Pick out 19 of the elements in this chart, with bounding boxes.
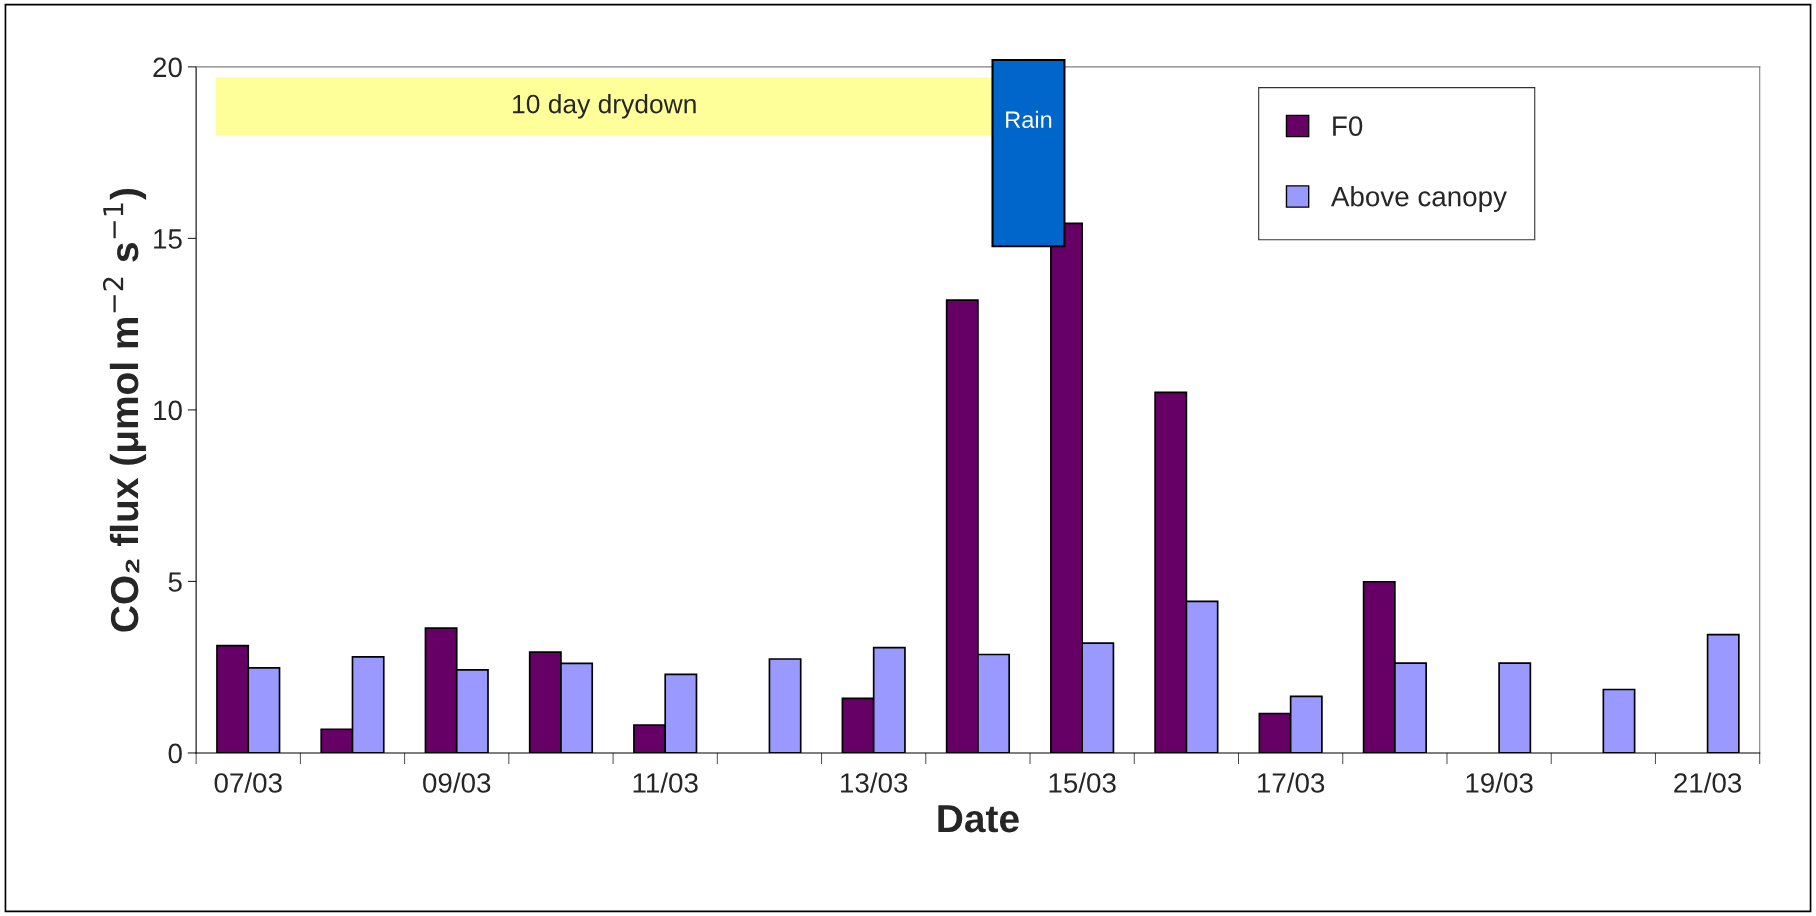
x-tick-label: 11/03 xyxy=(633,772,698,793)
x-tick-label: 09/03 xyxy=(423,772,491,793)
x-tick-label: 17/03 xyxy=(1258,772,1325,793)
y-tick-label: 10 xyxy=(154,400,182,421)
y-tick-label: 5 xyxy=(168,572,182,592)
x-axis-title: Date xyxy=(938,805,1019,833)
legend-label: F0 xyxy=(1333,116,1363,136)
x-tick-label: 15/03 xyxy=(1049,772,1116,793)
x-tick-label: 13/03 xyxy=(841,772,908,793)
legend-label: Above canopy xyxy=(1330,186,1507,212)
annotation: Rain xyxy=(1006,110,1052,129)
y-tick-label: 0 xyxy=(168,743,182,764)
x-tick-label: 19/03 xyxy=(1466,772,1533,793)
x-tick-label: 21/03 xyxy=(1674,772,1742,793)
band-label: 10 day drydown xyxy=(513,94,696,119)
y-tick-label: 20 xyxy=(153,57,182,78)
y-tick-label: 15 xyxy=(154,229,182,249)
x-tick-label: 07/03 xyxy=(214,772,282,793)
y-axis-title: CO₂ flux (μmol m$^{−2}$ s$^{−1}$) xyxy=(102,188,147,632)
